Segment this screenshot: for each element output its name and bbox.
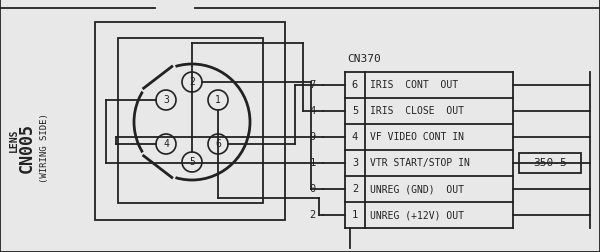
Text: UNREG (GND)  OUT: UNREG (GND) OUT — [370, 184, 464, 194]
Circle shape — [182, 72, 202, 92]
Circle shape — [134, 64, 250, 180]
Text: 5: 5 — [189, 157, 195, 167]
Text: 9: 9 — [310, 132, 316, 142]
Text: 350-5: 350-5 — [533, 158, 567, 168]
Circle shape — [156, 134, 176, 154]
Text: 7: 7 — [310, 80, 316, 90]
Text: (WIRING SIDE): (WIRING SIDE) — [40, 113, 49, 183]
Text: 2: 2 — [189, 77, 195, 87]
Text: 5: 5 — [352, 106, 358, 116]
Text: 3: 3 — [352, 158, 358, 168]
Text: LENS: LENS — [9, 128, 19, 152]
Text: UNREG (+12V) OUT: UNREG (+12V) OUT — [370, 210, 464, 220]
Text: 4: 4 — [352, 132, 358, 142]
Text: 3: 3 — [163, 95, 169, 105]
Text: 6: 6 — [352, 80, 358, 90]
Bar — [118, 38, 263, 203]
Circle shape — [156, 90, 176, 110]
Text: 2: 2 — [352, 184, 358, 194]
Text: 1: 1 — [310, 158, 316, 168]
Text: CN005: CN005 — [18, 123, 36, 173]
Text: 1: 1 — [215, 95, 221, 105]
Circle shape — [182, 152, 202, 172]
Text: 0: 0 — [310, 184, 316, 194]
Text: VF VIDEO CONT IN: VF VIDEO CONT IN — [370, 132, 464, 142]
Text: 4: 4 — [163, 139, 169, 149]
Circle shape — [208, 90, 228, 110]
Text: VTR START/STOP IN: VTR START/STOP IN — [370, 158, 470, 168]
Circle shape — [208, 134, 228, 154]
Text: IRIS  CONT  OUT: IRIS CONT OUT — [370, 80, 458, 90]
Text: 4: 4 — [310, 106, 316, 116]
Text: CN370: CN370 — [347, 54, 381, 64]
Text: IRIS  CLOSE  OUT: IRIS CLOSE OUT — [370, 106, 464, 116]
Text: 6: 6 — [215, 139, 221, 149]
Bar — [95, 22, 285, 220]
Text: 2: 2 — [310, 210, 316, 220]
Text: 1: 1 — [352, 210, 358, 220]
Bar — [519, 153, 581, 173]
